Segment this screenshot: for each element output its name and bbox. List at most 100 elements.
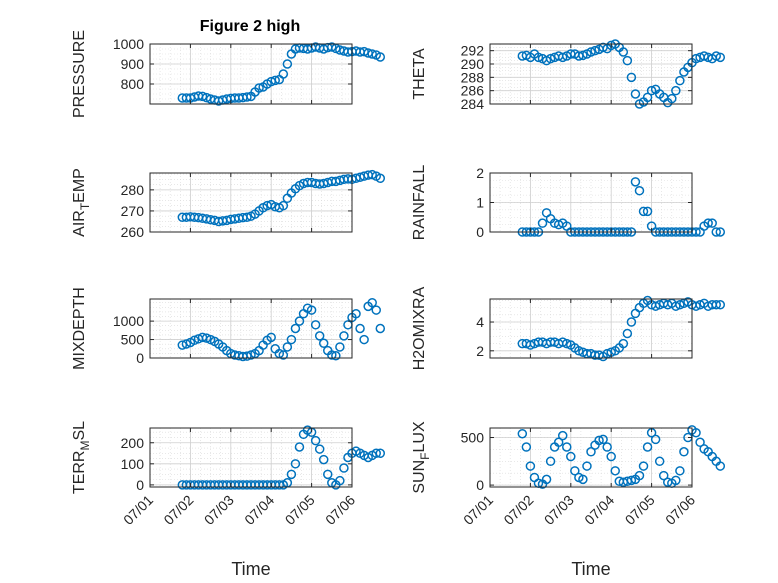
data-point xyxy=(675,75,685,86)
y-axis-label: AIRTEMP xyxy=(71,168,92,237)
axes-box xyxy=(149,172,353,233)
data-point xyxy=(306,305,317,315)
data-point xyxy=(278,350,289,360)
y-tick-label: 1000 xyxy=(113,313,144,329)
y-tick-label: 292 xyxy=(461,43,485,59)
data-point xyxy=(578,50,588,61)
data-point xyxy=(654,456,665,467)
data-point xyxy=(359,334,369,345)
data-point xyxy=(327,350,337,360)
data-point xyxy=(545,53,556,64)
data-point xyxy=(557,430,568,441)
data-point xyxy=(578,474,588,485)
data-point xyxy=(594,435,604,446)
data-point xyxy=(181,339,192,349)
data-point xyxy=(590,45,600,56)
data-point xyxy=(582,461,592,471)
data-point xyxy=(715,461,726,471)
data-point xyxy=(294,442,305,452)
y-axis-label: THETA xyxy=(411,48,428,100)
data-point xyxy=(314,331,325,341)
y-tick-label: 1 xyxy=(476,195,484,211)
y-tick-label: 800 xyxy=(121,76,145,92)
axes-box xyxy=(149,43,353,105)
data-point xyxy=(646,85,657,96)
y-tick-label: 0 xyxy=(136,477,144,493)
data-point xyxy=(290,323,301,334)
data-point xyxy=(671,85,681,96)
data-point xyxy=(525,461,536,471)
data-point xyxy=(282,59,293,69)
y-tick-label: 290 xyxy=(461,56,485,72)
axes-box xyxy=(149,427,353,488)
data-point xyxy=(375,52,386,62)
y-tick-label: 200 xyxy=(121,435,145,451)
data-point xyxy=(566,451,576,462)
y-tick-label: 260 xyxy=(121,224,145,240)
data-point xyxy=(570,466,580,476)
data-point xyxy=(574,346,584,356)
data-point xyxy=(339,331,349,341)
data-point xyxy=(335,475,345,486)
y-tick-label: 286 xyxy=(461,83,485,99)
x-axis-label: Time xyxy=(571,559,610,579)
data-point xyxy=(618,338,629,349)
data-point xyxy=(371,448,381,459)
data-point xyxy=(626,72,637,83)
data-point xyxy=(246,350,256,360)
data-point xyxy=(634,470,645,481)
data-point xyxy=(671,301,681,311)
data-point xyxy=(286,469,297,480)
data-point xyxy=(626,317,637,327)
y-tick-label: 4 xyxy=(476,314,484,330)
data-point xyxy=(642,206,653,217)
data-point xyxy=(177,340,188,350)
data-point xyxy=(310,320,321,330)
data-point xyxy=(270,75,280,86)
subplot-mixdepth: 0 500 1000 MIXDEPTH xyxy=(71,287,386,370)
axes-box xyxy=(489,298,693,359)
y-tick-label: 500 xyxy=(121,332,145,348)
subplot-air-temp: 260 270 280 AIRTEMP xyxy=(71,168,386,240)
data-point xyxy=(606,451,616,462)
data-point xyxy=(610,466,620,476)
data-point xyxy=(314,444,325,454)
y-axis-label: SUNFLUX xyxy=(411,421,432,494)
data-point xyxy=(557,337,568,347)
data-point xyxy=(586,47,596,57)
data-point xyxy=(541,474,552,485)
data-point xyxy=(598,434,608,445)
data-point xyxy=(545,456,556,467)
data-point xyxy=(711,51,721,61)
figure-title: Figure 2 high xyxy=(200,18,300,35)
data-point xyxy=(667,93,677,104)
data-point xyxy=(197,91,208,102)
y-tick-label: 500 xyxy=(461,430,485,446)
data-point xyxy=(715,227,726,237)
y-tick-label: 0 xyxy=(476,477,484,493)
data-point xyxy=(278,69,289,79)
data-point xyxy=(517,428,528,439)
data-point xyxy=(630,177,641,187)
data-point xyxy=(703,218,713,228)
y-tick-label: 900 xyxy=(121,56,145,72)
x-axis-label: Time xyxy=(231,559,270,579)
data-point xyxy=(622,55,633,66)
data-point xyxy=(711,227,721,237)
y-tick-label: 280 xyxy=(121,182,145,198)
data-point xyxy=(367,49,377,59)
data-point xyxy=(626,475,637,486)
axes-box xyxy=(149,298,353,359)
data-point xyxy=(650,434,661,445)
data-point xyxy=(323,469,333,480)
y-tick-label: 100 xyxy=(121,456,145,472)
data-point xyxy=(375,448,386,459)
data-point xyxy=(562,338,572,349)
data-point xyxy=(533,52,544,63)
y-tick-label: 284 xyxy=(461,96,485,112)
subplot-pressure: 800 900 1000 PRESSURE xyxy=(71,30,386,118)
data-point xyxy=(367,169,377,180)
data-point xyxy=(242,212,252,222)
